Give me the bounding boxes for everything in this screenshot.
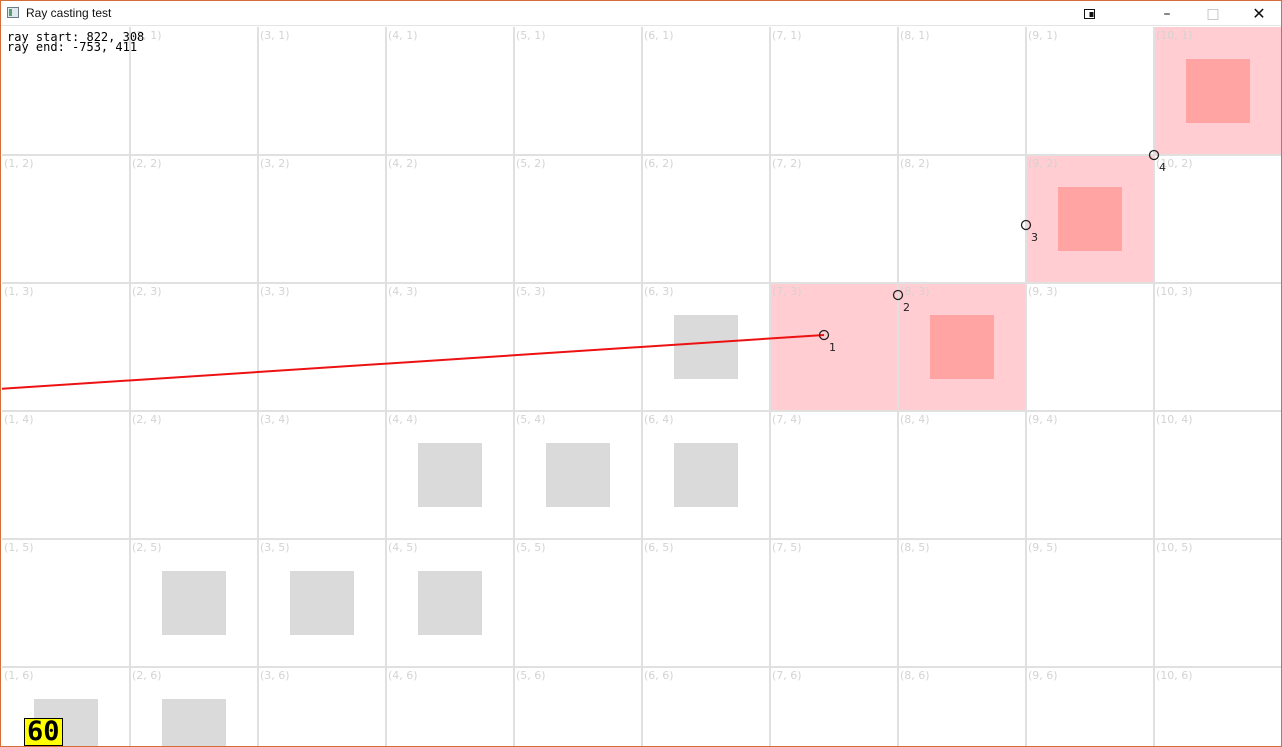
wall-block xyxy=(162,699,226,746)
hit-point-label: 4 xyxy=(1159,161,1166,174)
cell-label: (9, 3) xyxy=(1028,285,1058,298)
cell-label: (4, 4) xyxy=(388,413,418,426)
cell-label: (7, 1) xyxy=(772,29,802,42)
hit-wall-block xyxy=(930,315,994,379)
hit-point-label: 1 xyxy=(829,341,836,354)
cell-label: (3, 6) xyxy=(260,669,290,682)
snap-layout-button[interactable] xyxy=(1067,1,1113,26)
cell-label: (5, 2) xyxy=(516,157,546,170)
cell-label: (3, 1) xyxy=(260,29,290,42)
cell-label: (7, 2) xyxy=(772,157,802,170)
hit-point-marker xyxy=(1148,149,1160,161)
cell-label: (9, 4) xyxy=(1028,413,1058,426)
wall-block xyxy=(418,443,482,507)
cell-label: (9, 6) xyxy=(1028,669,1058,682)
cell-label: (4, 1) xyxy=(388,29,418,42)
cell-label: (10, 5) xyxy=(1156,541,1193,554)
wall-block xyxy=(546,443,610,507)
cell-label: (6, 3) xyxy=(644,285,674,298)
cell-label: (8, 1) xyxy=(900,29,930,42)
cell-label: (2, 6) xyxy=(132,669,162,682)
cell-label: (8, 6) xyxy=(900,669,930,682)
close-icon: ✕ xyxy=(1252,4,1266,23)
cell-label: (4, 6) xyxy=(388,669,418,682)
maximize-icon: □ xyxy=(1206,5,1220,22)
cell-label: (10, 3) xyxy=(1156,285,1193,298)
hit-wall-block xyxy=(1058,187,1122,251)
cell-label: (1, 6) xyxy=(4,669,34,682)
cell-label: (3, 2) xyxy=(260,157,290,170)
cell-label: (1, 4) xyxy=(4,413,34,426)
cell-label: (6, 1) xyxy=(644,29,674,42)
cell-label: (1, 3) xyxy=(4,285,34,298)
cell-label: (3, 4) xyxy=(260,413,290,426)
cell-label: (9, 2) xyxy=(1028,157,1058,170)
cell-label: (2, 5) xyxy=(132,541,162,554)
cell-label: (7, 4) xyxy=(772,413,802,426)
cell-label: (8, 4) xyxy=(900,413,930,426)
hit-point-marker xyxy=(892,289,904,301)
cell-label: (8, 2) xyxy=(900,157,930,170)
cell-label: (6, 5) xyxy=(644,541,674,554)
minimize-icon: – xyxy=(1163,5,1171,22)
cell-label: (9, 1) xyxy=(1028,29,1058,42)
cell-label: (5, 1) xyxy=(516,29,546,42)
cell-label: (7, 6) xyxy=(772,669,802,682)
cell-label: (1, 5) xyxy=(4,541,34,554)
cell-label: (9, 5) xyxy=(1028,541,1058,554)
wall-block xyxy=(162,571,226,635)
hit-point-label: 2 xyxy=(903,301,910,314)
hit-point-marker xyxy=(1020,219,1032,231)
cell-label: (10, 6) xyxy=(1156,669,1193,682)
cell-label: (2, 1) xyxy=(132,29,162,42)
app-icon xyxy=(7,7,19,18)
cell-label: (5, 4) xyxy=(516,413,546,426)
cell-label: (5, 5) xyxy=(516,541,546,554)
ray-casting-canvas[interactable]: (2, 1) (3, 1) (4, 1) (5, 1) (6, 1) (7, 1) (8, … xyxy=(2,27,1282,747)
wall-block xyxy=(674,443,738,507)
cell-label: (6, 6) xyxy=(644,669,674,682)
cell-label: (2, 2) xyxy=(132,157,162,170)
cell-label: (6, 2) xyxy=(644,157,674,170)
maximize-button[interactable]: □ xyxy=(1190,1,1236,26)
cell-label: (7, 5) xyxy=(772,541,802,554)
cell-label: (5, 6) xyxy=(516,669,546,682)
cell-label: (6, 4) xyxy=(644,413,674,426)
cell-label: (4, 2) xyxy=(388,157,418,170)
cell-label: (7, 3) xyxy=(772,285,802,298)
hit-wall-block xyxy=(1186,59,1250,123)
ray-end-text: ray end: -753, 411 xyxy=(7,40,138,54)
cell-label: (3, 5) xyxy=(260,541,290,554)
fps-counter: 60 xyxy=(24,718,63,746)
wall-block xyxy=(418,571,482,635)
ray-info: ray start: 822, 308 ray end: -753, 411 xyxy=(7,30,145,54)
cell-label: (8, 5) xyxy=(900,541,930,554)
title-bar[interactable]: Ray casting test – □ ✕ xyxy=(1,1,1281,26)
cell-label: (4, 3) xyxy=(388,285,418,298)
wall-block xyxy=(674,315,738,379)
cell-label: (2, 3) xyxy=(132,285,162,298)
highlighted-cell xyxy=(770,283,898,411)
cell-label: (10, 4) xyxy=(1156,413,1193,426)
cell-label: (8, 3) xyxy=(900,285,930,298)
ray-line xyxy=(2,334,825,390)
window-title: Ray casting test xyxy=(26,6,112,20)
cell-label: (5, 3) xyxy=(516,285,546,298)
hit-point-marker xyxy=(818,329,830,341)
cell-label: (4, 5) xyxy=(388,541,418,554)
hit-point-label: 3 xyxy=(1031,231,1038,244)
cell-label: (3, 3) xyxy=(260,285,290,298)
wall-block xyxy=(290,571,354,635)
cell-label: (2, 4) xyxy=(132,413,162,426)
ray-start-text: ray start: 822, 308 xyxy=(7,30,145,44)
snap-layout-icon xyxy=(1084,8,1095,19)
cell-label: (10, 2) xyxy=(1156,157,1193,170)
minimize-button[interactable]: – xyxy=(1144,1,1190,26)
cell-label: (1, 2) xyxy=(4,157,34,170)
cell-label: (10, 1) xyxy=(1156,29,1193,42)
close-button[interactable]: ✕ xyxy=(1236,1,1281,26)
